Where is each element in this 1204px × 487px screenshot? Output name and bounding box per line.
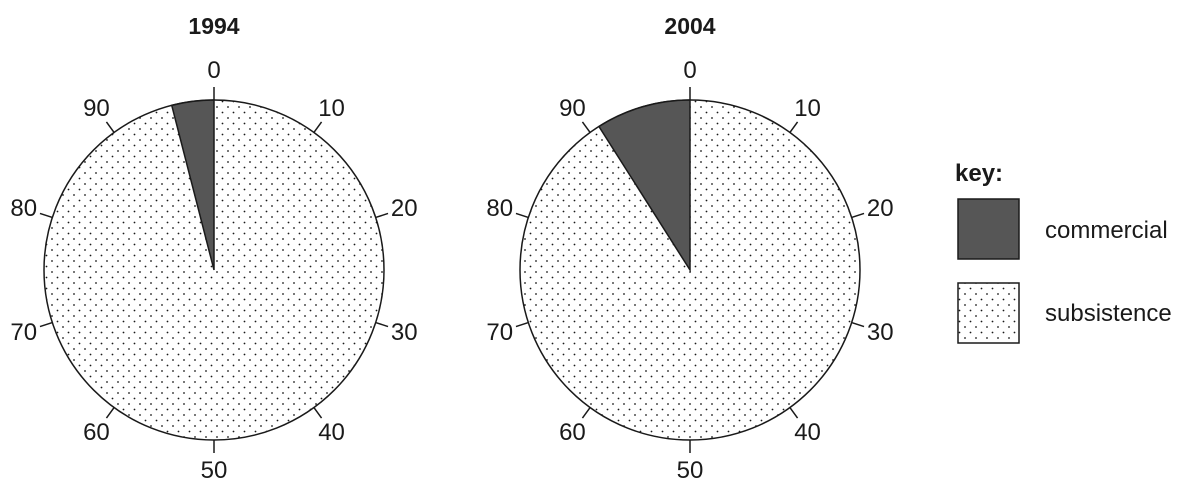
pie-slice-commercial <box>597 99 691 273</box>
pie-tick-label: 90 <box>83 95 110 122</box>
pie-tick-label: 80 <box>10 195 37 222</box>
pie-chart-2004: 2004 0 10 20 30 40 50 60 70 80 90 <box>486 13 893 484</box>
legend: key: commercial subsistence <box>955 160 1172 344</box>
pie-tick <box>39 212 53 219</box>
pie-tick-label: 70 <box>10 319 37 346</box>
pie-chart-1994: 1994 0 10 20 30 40 50 60 70 80 90 <box>10 13 417 484</box>
pie-tick <box>375 321 389 328</box>
pie-tick <box>39 321 53 328</box>
pie-tick <box>581 407 591 419</box>
pie-tick-label: 0 <box>683 57 696 84</box>
pie-tick-label: 50 <box>201 457 228 484</box>
pie-tick-label: 80 <box>486 195 513 222</box>
pie-tick-label: 40 <box>318 419 345 446</box>
pie-tick-label: 30 <box>391 319 418 346</box>
pie-tick <box>515 212 529 219</box>
pie-tick <box>789 121 799 133</box>
pie-tick <box>105 121 115 133</box>
pie-tick <box>851 321 865 328</box>
pie-title-1994: 1994 <box>188 13 239 39</box>
pie-tick <box>105 407 115 419</box>
pie-tick <box>313 121 323 133</box>
pie-title-2004: 2004 <box>664 13 715 39</box>
pie-tick <box>851 212 865 219</box>
pie-tick <box>515 321 529 328</box>
pie-tick-label: 10 <box>794 95 821 122</box>
legend-label-subsistence: subsistence <box>1045 300 1172 327</box>
pie-tick <box>375 212 389 219</box>
pie-tick-label: 60 <box>559 419 586 446</box>
pie-tick-label: 20 <box>867 195 894 222</box>
legend-swatch-subsistence <box>957 282 1020 344</box>
pie-tick-label: 40 <box>794 419 821 446</box>
pie-tick-label: 0 <box>207 57 220 84</box>
legend-swatch-commercial <box>957 198 1020 260</box>
pie-tick-label: 90 <box>559 95 586 122</box>
pie-tick <box>581 121 591 133</box>
pie-tick-label: 50 <box>677 457 704 484</box>
legend-label-commercial: commercial <box>1045 217 1168 244</box>
pie-tick-label: 20 <box>391 195 418 222</box>
pie-tick <box>313 407 323 419</box>
pie-tick <box>789 407 799 419</box>
pie-tick-label: 70 <box>486 319 513 346</box>
pie-tick-label: 10 <box>318 95 345 122</box>
legend-title: key: <box>955 160 1003 187</box>
pie-tick-label: 30 <box>867 319 894 346</box>
pie-tick-label: 60 <box>83 419 110 446</box>
